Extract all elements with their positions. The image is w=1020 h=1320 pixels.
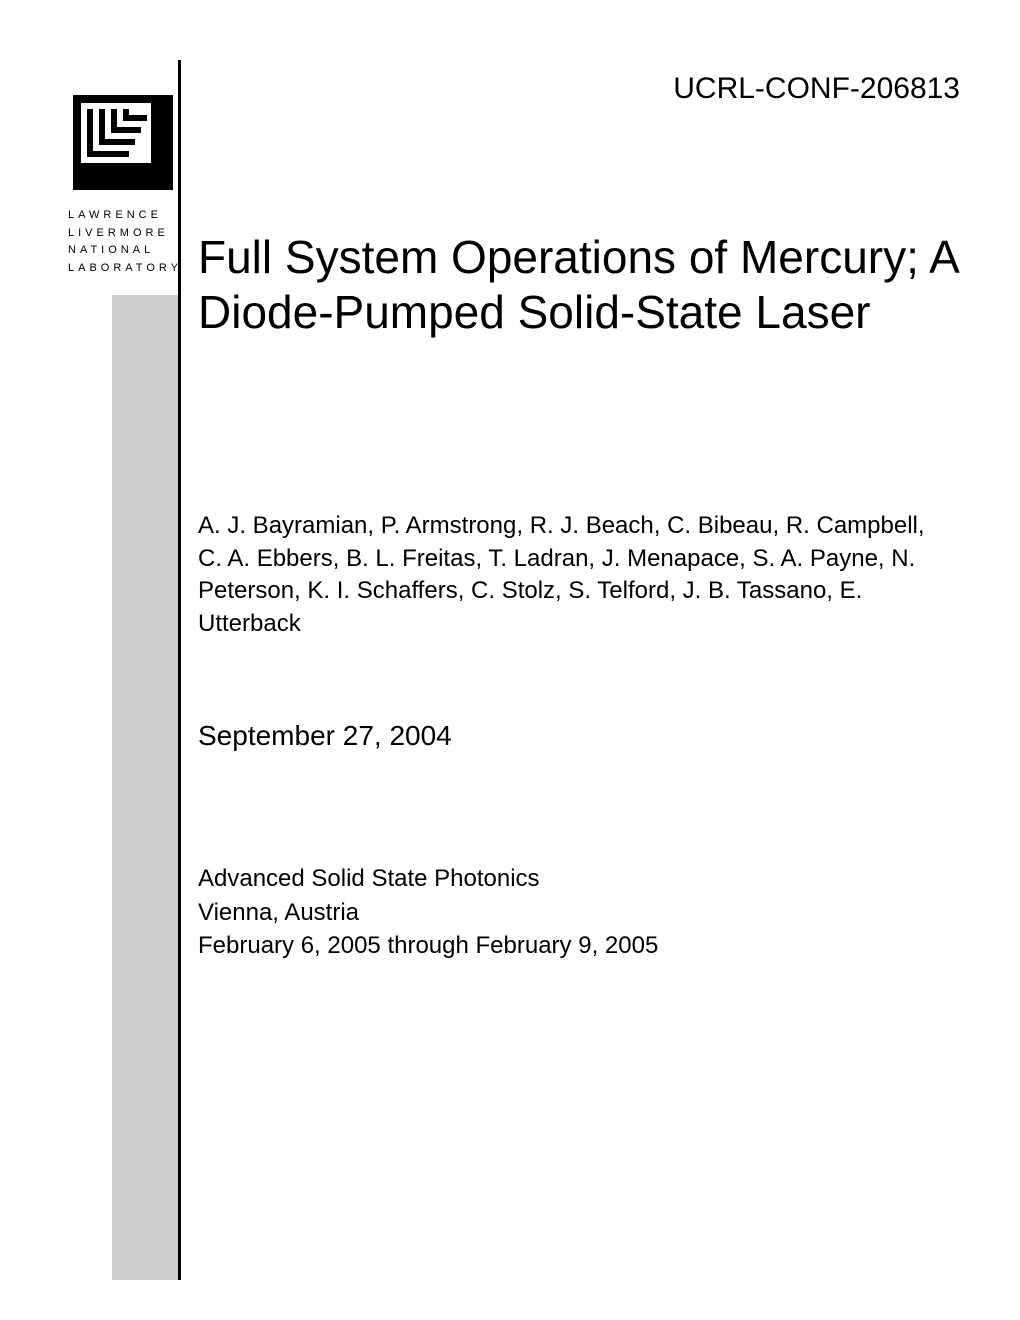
page-container: UCRL-CONF-206813 LAWRENCE LIVERMORE NATI… [0, 0, 1020, 1320]
report-number: UCRL-CONF-206813 [673, 72, 960, 106]
document-title: Full System Operations of Mercury; A Dio… [198, 230, 958, 340]
authors-list: A. J. Bayramian, P. Armstrong, R. J. Bea… [198, 510, 938, 640]
conference-location: Vienna, Austria [198, 896, 958, 930]
lab-name: LAWRENCE LIVERMORE NATIONAL LABORATORY [68, 207, 178, 277]
conference-info: Advanced Solid State Photonics Vienna, A… [198, 862, 958, 963]
lab-logo-block: LAWRENCE LIVERMORE NATIONAL LABORATORY [68, 95, 178, 277]
lab-name-line3: NATIONAL [68, 242, 178, 260]
llnl-logo-icon [73, 95, 173, 190]
conference-dates: February 6, 2005 through February 9, 200… [198, 929, 958, 963]
document-date: September 27, 2004 [198, 720, 958, 752]
gray-sidebar-bar [112, 295, 179, 1280]
content-area: Full System Operations of Mercury; A Dio… [198, 230, 958, 963]
lab-name-line1: LAWRENCE [68, 207, 178, 225]
lab-name-line4: LABORATORY [68, 260, 178, 278]
conference-name: Advanced Solid State Photonics [198, 862, 958, 896]
vertical-rule [178, 60, 181, 1280]
lab-name-line2: LIVERMORE [68, 225, 178, 243]
